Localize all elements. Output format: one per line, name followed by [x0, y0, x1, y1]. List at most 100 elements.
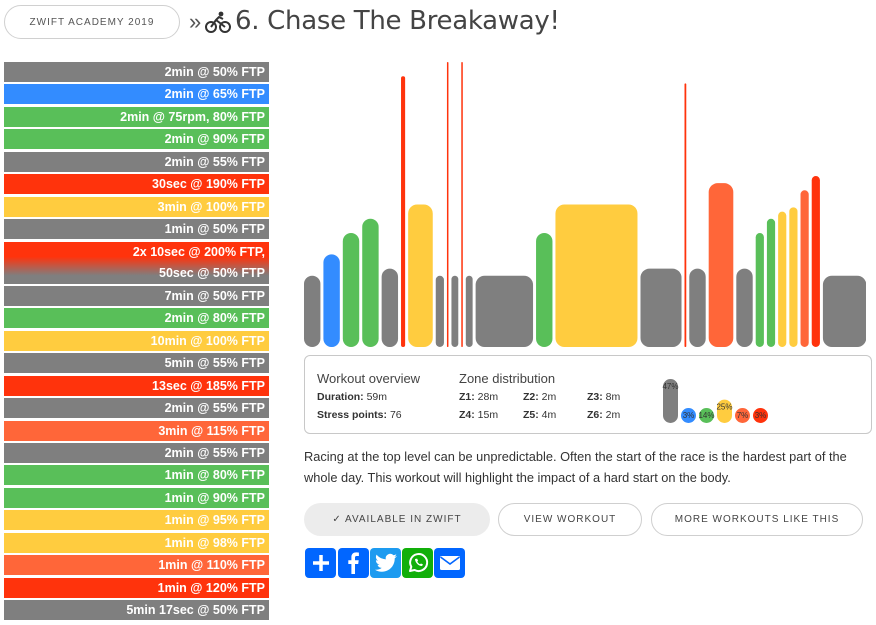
plus-icon: [312, 555, 329, 571]
zone-label: Z5:: [523, 409, 539, 421]
email-share-button[interactable]: [434, 548, 465, 578]
zone-bar-label: 25%: [716, 403, 732, 412]
whatsapp-icon: [408, 553, 428, 573]
zone-label: Z2:: [523, 391, 539, 403]
interval-item: 1min @ 90% FTP: [4, 487, 269, 508]
zone-label: Z6:: [587, 409, 603, 421]
zone-z2: Z2: 2m: [523, 391, 556, 403]
view-workout-button[interactable]: VIEW WORKOUT: [498, 503, 642, 536]
interval-item: 2min @ 50% FTP: [4, 62, 269, 82]
envelope-icon: [439, 556, 460, 570]
interval-item: 3min @ 100% FTP: [4, 196, 269, 217]
zone-bar-label: 3%: [683, 411, 695, 420]
interval-item: 10min @ 100% FTP: [4, 330, 269, 351]
workout-block: [465, 275, 473, 347]
interval-item: 1min @ 50% FTP: [4, 219, 269, 240]
interval-item: 5min 17sec @ 50% FTP: [4, 600, 269, 621]
zone-bar-label: 3%: [755, 411, 767, 420]
workout-block: [446, 62, 449, 347]
workout-block: [736, 268, 753, 347]
overview-title: Workout overview: [317, 371, 421, 386]
interval-item: 2min @ 75rpm, 80% FTP: [4, 106, 269, 127]
interval-item: 1min @ 110% FTP: [4, 555, 269, 576]
zone-distribution-title: Zone distribution: [459, 371, 556, 386]
twitter-share-button[interactable]: [370, 548, 401, 578]
whatsapp-share-button[interactable]: [402, 548, 433, 578]
twitter-icon: [374, 553, 397, 572]
breadcrumb-separator: »: [189, 9, 202, 34]
workout-block: [362, 218, 379, 347]
zone-distribution-chart: 47%3% 14%25%7% 3%: [662, 379, 768, 423]
zone-bar: [717, 399, 732, 423]
share-button[interactable]: [305, 548, 336, 578]
zone-bar: [753, 408, 768, 423]
workout-block: [401, 76, 406, 347]
facebook-icon: [347, 552, 359, 574]
workout-overview-card: Workout overview Duration: 59m Stress po…: [304, 355, 872, 434]
interval-item: 13sec @ 185% FTP: [4, 375, 269, 396]
workout-block: [766, 218, 776, 347]
workout-description: Racing at the top level can be unpredict…: [304, 449, 847, 485]
interval-item: 30sec @ 190% FTP: [4, 174, 269, 195]
workout-block: [640, 268, 682, 347]
zone-value: 28m: [477, 391, 499, 403]
available-in-zwift-button[interactable]: ✓ AVAILABLE IN ZWIFT: [304, 503, 490, 536]
interval-item: 2min @ 65% FTP: [4, 84, 269, 105]
workout-block: [755, 233, 764, 347]
page-title: 6. Chase The Breakaway!: [235, 6, 560, 36]
interval-item: 2min @ 80% FTP: [4, 308, 269, 329]
workout-block: [811, 176, 820, 347]
interval-item: 1min @ 98% FTP: [4, 532, 269, 553]
workout-block: [304, 275, 321, 347]
interval-item: 2min @ 55% FTP: [4, 398, 269, 419]
workout-block: [800, 190, 809, 347]
interval-item: 3min @ 115% FTP: [4, 420, 269, 441]
zone-value: 15m: [477, 409, 499, 421]
zone-bar: [681, 408, 696, 423]
workout-block: [451, 275, 459, 347]
workout-block: [461, 62, 463, 347]
workout-block: [708, 183, 734, 347]
zone-z3: Z3: 8m: [587, 391, 620, 403]
breadcrumb-parent-button[interactable]: ZWIFT ACADEMY 2019: [4, 5, 180, 39]
stress-value: 76: [389, 409, 402, 421]
duration-label: Duration:: [317, 391, 364, 403]
zone-value: 2m: [541, 391, 557, 403]
interval-item: 2min @ 55% FTP: [4, 443, 269, 463]
zone-value: 2m: [605, 409, 621, 421]
workout-block: [689, 268, 706, 347]
zone-bar-label: 7%: [737, 411, 749, 420]
zone-label: Z1:: [459, 391, 475, 403]
interval-list: 2min @ 50% FTP 2min @ 65% FTP 2min @ 75rpm…: [4, 62, 269, 623]
zone-bar: [735, 408, 750, 423]
workout-block: [536, 233, 553, 347]
cyclist-icon: [205, 11, 231, 33]
workout-block: [684, 83, 687, 347]
zone-z6: Z6: 2m: [587, 409, 620, 421]
zone-z5: Z5: 4m: [523, 409, 556, 421]
interval-label: 2x 10sec @ 200% FTP,: [132, 244, 265, 259]
zone-label: Z4:: [459, 409, 475, 421]
workout-block: [381, 268, 399, 347]
interval-label: 50sec @ 50% FTP: [159, 265, 265, 280]
zone-z4: Z4: 15m: [459, 409, 498, 421]
stress-row: Stress points: 76: [317, 409, 402, 421]
interval-item: 5min @ 55% FTP: [4, 353, 269, 374]
workout-block: [778, 211, 787, 347]
facebook-share-button[interactable]: [338, 548, 369, 578]
workout-block: [435, 275, 444, 347]
zone-value: 4m: [541, 409, 557, 421]
zone-bar: [699, 408, 714, 423]
interval-item: 1min @ 95% FTP: [4, 510, 269, 531]
duration-value: 59m: [366, 391, 388, 403]
stress-label: Stress points:: [317, 409, 388, 421]
workout-block: [822, 275, 866, 347]
workout-block: [408, 204, 433, 347]
zone-value: 8m: [605, 391, 621, 403]
more-workouts-button[interactable]: MORE WORKOUTS LIKE THIS: [651, 503, 863, 536]
interval-item: 1min @ 80% FTP: [4, 465, 269, 486]
duration-row: Duration: 59m: [317, 391, 387, 403]
workout-block: [789, 207, 798, 347]
workout-block: [323, 254, 340, 347]
workout-block: [342, 233, 360, 347]
